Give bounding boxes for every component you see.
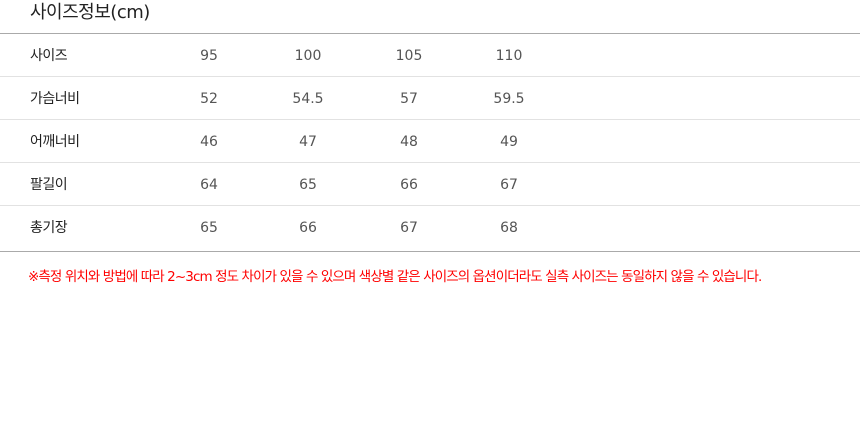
row-label: 사이즈 bbox=[30, 48, 68, 64]
table-row: 어깨너비 46 47 48 49 bbox=[0, 120, 860, 163]
cell: 95 bbox=[200, 48, 218, 64]
cell: 52 bbox=[200, 91, 218, 107]
cell: 47 bbox=[299, 134, 317, 150]
row-label: 총기장 bbox=[30, 220, 68, 236]
cell: 54.5 bbox=[292, 91, 324, 107]
cell: 49 bbox=[500, 134, 518, 150]
cell: 105 bbox=[395, 48, 423, 64]
cell: 110 bbox=[495, 48, 523, 64]
cell: 67 bbox=[500, 177, 518, 193]
row-label: 어깨너비 bbox=[30, 134, 80, 150]
size-disclaimer-note: ※측정 위치와 방법에 따라 2~3cm 정도 차이가 있을 수 있으며 색상별… bbox=[28, 269, 762, 285]
size-table: 사이즈 95 100 105 110 가슴너비 52 54.5 57 59.5 … bbox=[0, 33, 860, 252]
cell: 66 bbox=[299, 220, 317, 236]
cell: 67 bbox=[400, 220, 418, 236]
cell: 46 bbox=[200, 134, 218, 150]
row-label: 팔길이 bbox=[30, 177, 68, 193]
table-row: 총기장 65 66 67 68 bbox=[0, 206, 860, 251]
table-row: 사이즈 95 100 105 110 bbox=[0, 34, 860, 77]
page-title: 사이즈정보(cm) bbox=[30, 2, 150, 23]
cell: 100 bbox=[294, 48, 322, 64]
row-label: 가슴너비 bbox=[30, 91, 80, 107]
cell: 57 bbox=[400, 91, 418, 107]
cell: 64 bbox=[200, 177, 218, 193]
cell: 48 bbox=[400, 134, 418, 150]
cell: 65 bbox=[299, 177, 317, 193]
cell: 66 bbox=[400, 177, 418, 193]
table-row: 가슴너비 52 54.5 57 59.5 bbox=[0, 77, 860, 120]
table-row: 팔길이 64 65 66 67 bbox=[0, 163, 860, 206]
cell: 65 bbox=[200, 220, 218, 236]
cell: 59.5 bbox=[493, 91, 525, 107]
cell: 68 bbox=[500, 220, 518, 236]
